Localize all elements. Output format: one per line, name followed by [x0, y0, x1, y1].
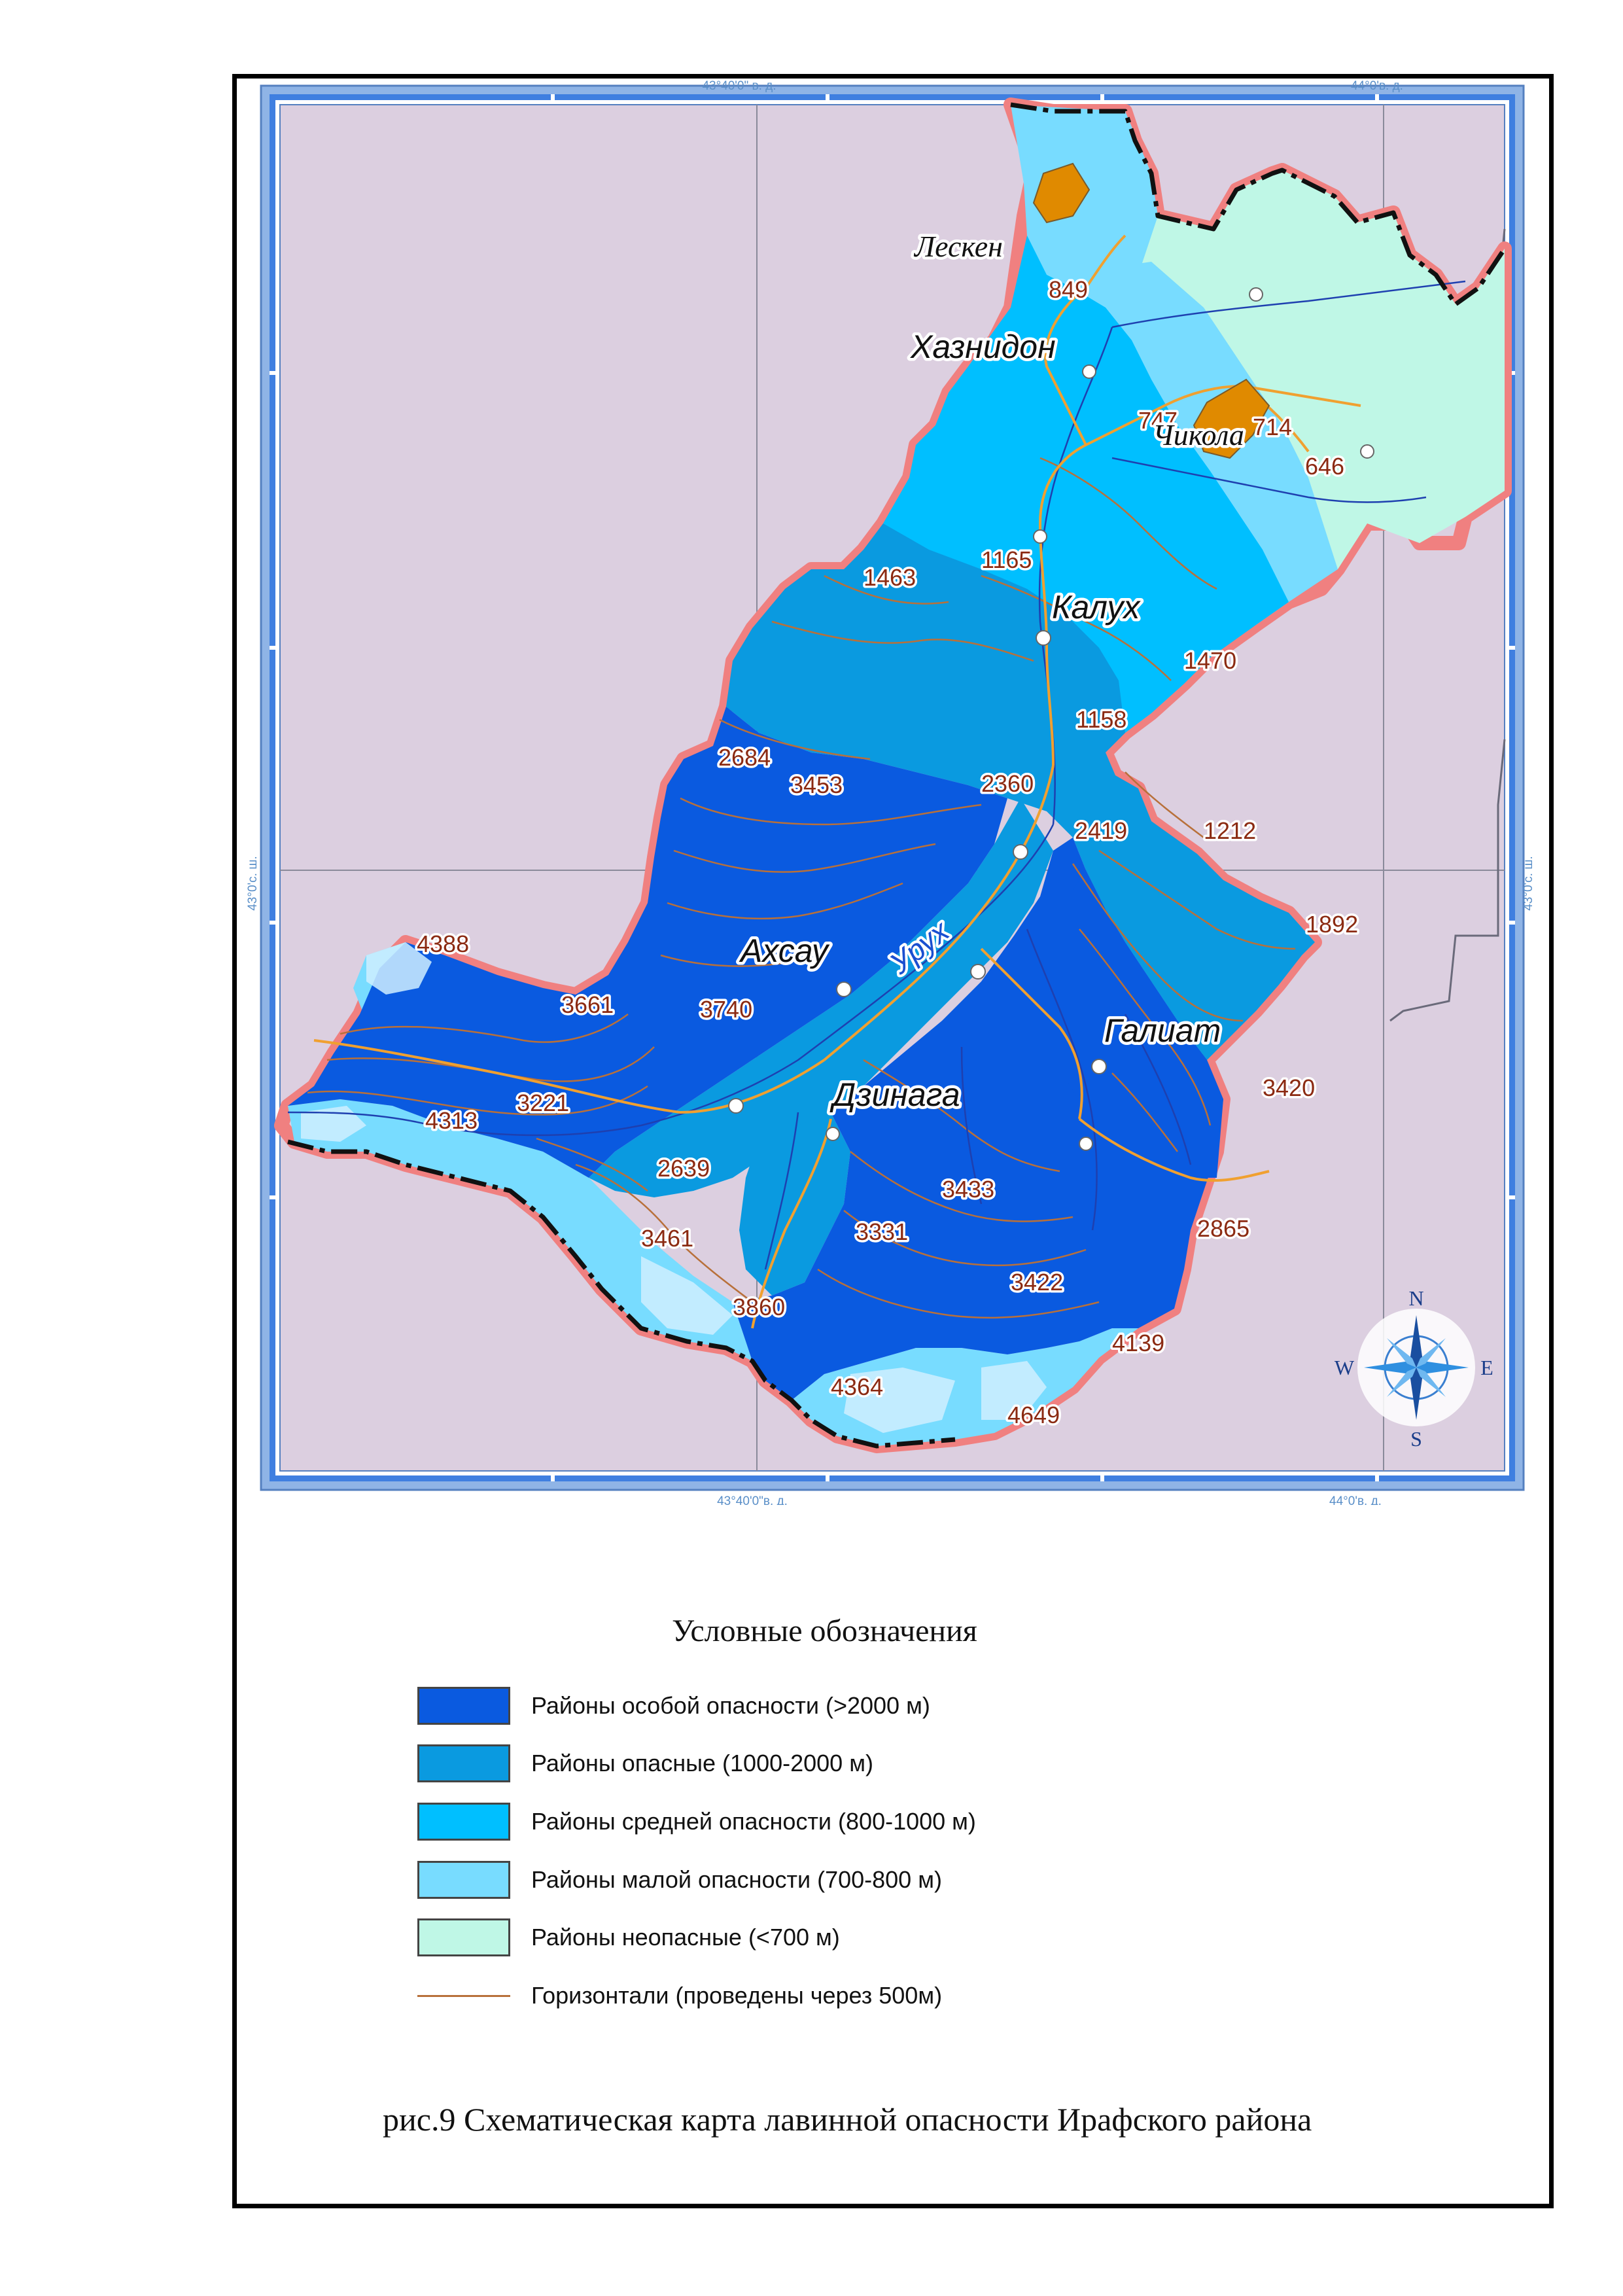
elevation-label: 3453 [790, 771, 843, 798]
elevation-labels: 849 747 714 646 1165 1463 1470 1158 2360… [415, 274, 1361, 1431]
place-label-akhsau: Ахсау [739, 932, 830, 969]
page-frame [232, 74, 1554, 2208]
legend-item-medium: Районы средней опасности (800-1000 м) [417, 1799, 976, 1845]
elevation-label: 2360 [981, 770, 1034, 797]
legend-swatch [417, 1803, 510, 1841]
legend-item-very-high: Районы особой опасности (>2000 м) [417, 1683, 930, 1729]
compass-w: W [1335, 1356, 1355, 1379]
legend-item-low: Районы малой опасности (700-800 м) [417, 1857, 942, 1903]
roads [313, 234, 1361, 1329]
legend-swatch [417, 1744, 510, 1782]
place-label-khaznidon: Хазнидон [910, 328, 1056, 365]
legend-item-high: Районы опасные (1000-2000 м) [417, 1740, 873, 1786]
village-dots [728, 287, 1374, 1151]
legend-swatch [417, 1687, 510, 1725]
legend-title: Условные обозначения [672, 1614, 977, 1648]
rivers [287, 280, 1466, 1270]
glacier-patches [301, 942, 1047, 1433]
elevation-label: 1158 [1076, 706, 1126, 733]
elevation-label: 1463 [864, 564, 916, 591]
compass-e: E [1480, 1356, 1493, 1379]
elevation-label: 2684 [718, 744, 771, 771]
compass-n: N [1408, 1286, 1423, 1310]
place-label-kalukh: Калух [1052, 589, 1141, 626]
elevation-label: 3740 [700, 996, 752, 1023]
coord-label-left: 43°0'с. ш. [246, 856, 260, 911]
legend-label: Районы неопасные (<700 м) [531, 1924, 840, 1951]
coord-label-bottom-left: 43°40'0"в. д. [717, 1494, 788, 1505]
contour-lines [307, 457, 1296, 1319]
place-label-dzinaga: Дзинага [829, 1076, 960, 1113]
zone-medium [883, 236, 1289, 733]
coord-label-top-left: 43°40'0" в. д. [702, 79, 776, 93]
elevation-label: 2865 [1197, 1215, 1249, 1242]
legend-label: Районы опасные (1000-2000 м) [531, 1750, 873, 1776]
figure-caption: рис.9 Схематическая карта лавинной опасн… [383, 2101, 1312, 2138]
elevation-label: 2639 [657, 1155, 710, 1182]
place-label-galiat: Галиат [1104, 1012, 1221, 1049]
coord-label-top-right: 44°0'в. д. [1351, 79, 1403, 93]
legend-label: Горизонтали (проведены через 500м) [531, 1982, 943, 2009]
elevation-label: 646 [1305, 453, 1344, 480]
coord-label-bottom-right: 44°0'в. д. [1329, 1494, 1382, 1505]
district-border [1010, 102, 1507, 307]
elevation-label: 4364 [831, 1373, 883, 1400]
elevation-label: 1892 [1306, 911, 1358, 938]
compass-s: S [1410, 1427, 1422, 1451]
elevation-label: 3221 [517, 1089, 569, 1116]
elevation-label: 1470 [1184, 647, 1236, 674]
elevation-label: 3860 [733, 1294, 785, 1320]
legend-swatch [417, 1861, 510, 1899]
elevation-label: 3420 [1263, 1074, 1315, 1101]
zone-none [1112, 170, 1505, 576]
settlement-areas [1032, 162, 1270, 459]
district-border-south [287, 1139, 956, 1449]
elevation-label: 3661 [561, 991, 614, 1018]
elevation-label: 4139 [1112, 1330, 1164, 1356]
legend-item-none: Районы неопасные (<700 м) [417, 1915, 840, 1960]
elevation-label: 3331 [856, 1218, 908, 1245]
place-label-lesken: Лескен [913, 230, 1003, 263]
compass-rose-icon: N S E W [1335, 1286, 1493, 1451]
elevation-label: 4649 [1007, 1402, 1060, 1428]
legend-label: Районы средней опасности (800-1000 м) [531, 1808, 976, 1835]
elevation-label: 1165 [981, 546, 1032, 573]
elevation-label: 849 [1049, 276, 1088, 303]
elevation-label: 3461 [641, 1225, 693, 1252]
elevation-label: 3422 [1011, 1269, 1063, 1296]
place-label-chikola: Чикола [1153, 418, 1244, 451]
legend-swatch [417, 1918, 510, 1956]
map: 43°40'0" в. д. 44°0'в. д. 43°40'0"в. д. … [246, 79, 1535, 1505]
legend-label: Районы особой опасности (>2000 м) [531, 1692, 930, 1719]
legend-contour-line [417, 1994, 510, 1997]
coord-label-right: 43°0'с. ш. [1522, 856, 1535, 911]
elevation-label: 747 [1138, 407, 1178, 434]
legend-item-contour: Горизонтали (проведены через 500м) [417, 1973, 942, 2019]
elevation-label: 714 [1253, 414, 1292, 440]
elevation-label: 2419 [1075, 817, 1127, 844]
elevation-label: 4388 [417, 930, 469, 957]
legend-label: Районы малой опасности (700-800 м) [531, 1866, 942, 1893]
elevation-label: 4313 [425, 1107, 478, 1134]
elevation-label: 1212 [1204, 817, 1256, 844]
elevation-label: 3433 [942, 1176, 994, 1203]
